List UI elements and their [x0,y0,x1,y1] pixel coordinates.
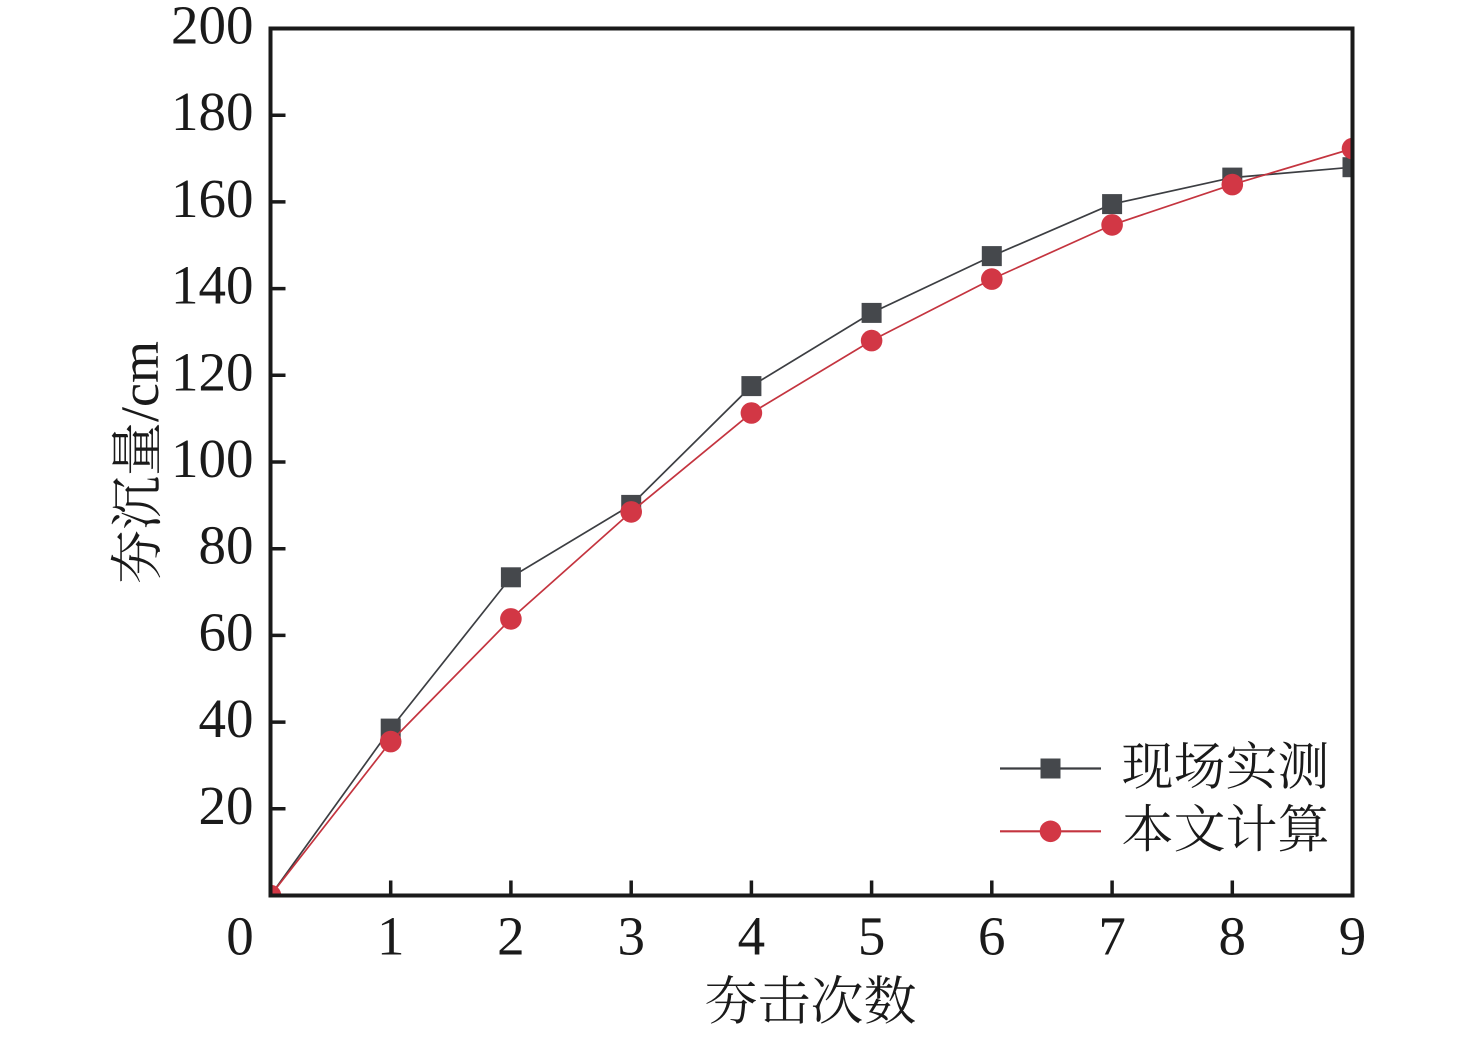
svg-text:180: 180 [171,81,254,142]
svg-text:8: 8 [1219,906,1247,967]
svg-text:/cm: /cm [110,341,170,422]
svg-text:140: 140 [171,255,254,316]
svg-text:1: 1 [377,906,405,967]
svg-text:7: 7 [1098,906,1126,967]
svg-text:160: 160 [171,168,254,229]
svg-text:80: 80 [199,515,254,576]
svg-text:120: 120 [171,341,254,402]
svg-text:4: 4 [738,906,766,967]
svg-text:9: 9 [1339,906,1367,967]
svg-text:60: 60 [199,601,254,662]
svg-text:100: 100 [171,428,254,489]
svg-text:20: 20 [199,775,254,836]
svg-text:0: 0 [226,906,254,967]
svg-text:3: 3 [617,906,645,967]
svg-text:6: 6 [978,906,1006,967]
svg-text:5: 5 [858,906,886,967]
svg-text:2: 2 [497,906,525,967]
svg-text:40: 40 [199,688,254,749]
svg-text:200: 200 [171,0,254,56]
